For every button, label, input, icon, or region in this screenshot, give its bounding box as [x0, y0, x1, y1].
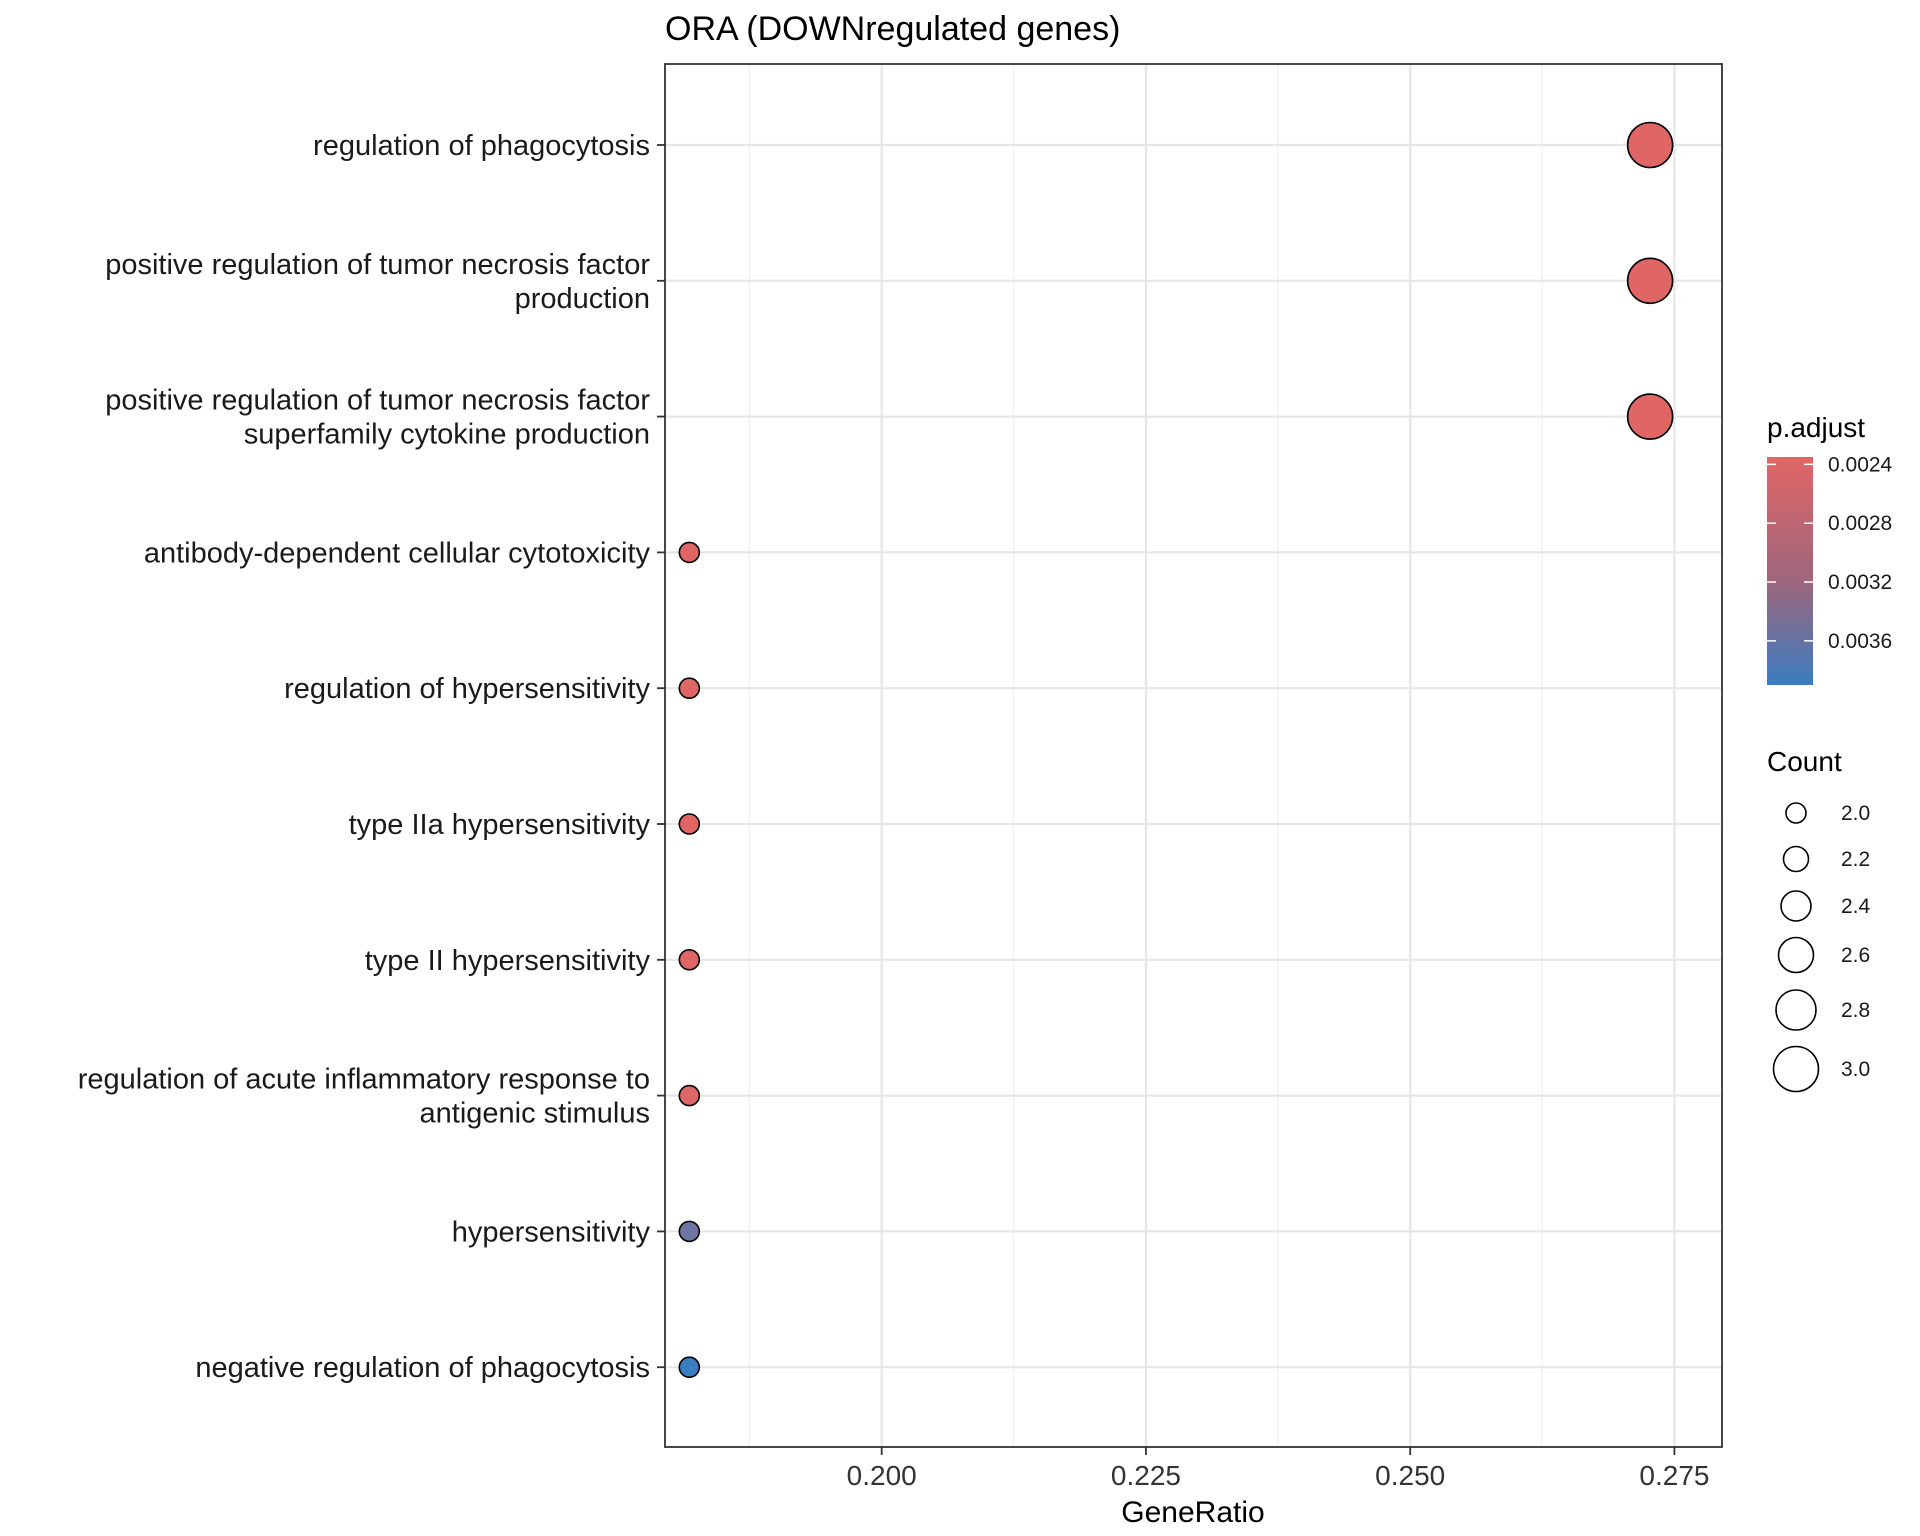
size-legend-circle — [1780, 890, 1812, 922]
data-point — [678, 813, 701, 835]
data-point — [678, 541, 701, 564]
size-legend-circle — [1785, 802, 1807, 824]
color-bar-label: 0.0024 — [1828, 453, 1893, 476]
size-legend-label: 2.0 — [1841, 802, 1870, 825]
size-legend-circle — [1772, 1045, 1820, 1093]
data-point — [1626, 257, 1674, 305]
color-bar — [1767, 457, 1813, 685]
y-tick-label: regulation of acute inflammatory respons… — [78, 1064, 650, 1096]
size-legend-circle — [1775, 989, 1817, 1031]
data-point — [678, 1084, 701, 1107]
data-point — [678, 1220, 701, 1243]
plot-panel — [665, 64, 1722, 1447]
y-tick-label: positive regulation of tumor necrosis fa… — [105, 249, 650, 281]
plot-border — [664, 63, 1723, 1448]
size-legend-circle — [1782, 845, 1810, 873]
size-legend-label: 2.8 — [1841, 999, 1870, 1022]
x-tick-label: 0.250 — [1375, 1460, 1445, 1491]
size-legend-label: 2.2 — [1841, 848, 1870, 871]
color-bar-label: 0.0036 — [1828, 630, 1892, 653]
y-tick-label: hypersensitivity — [452, 1216, 651, 1248]
y-tick-label: production — [515, 283, 650, 315]
chart-title: ORA (DOWNregulated genes) — [665, 10, 1120, 48]
data-point — [678, 677, 701, 700]
y-tick-label: negative regulation of phagocytosis — [195, 1352, 650, 1384]
size-legend-circle — [1777, 936, 1815, 974]
y-tick-label: type IIa hypersensitivity — [349, 809, 651, 841]
y-tick-label: regulation of hypersensitivity — [284, 673, 650, 705]
x-tick-label: 0.200 — [847, 1460, 917, 1491]
plot-area: regulation of phagocytosis positive regul… — [78, 63, 1723, 1491]
size-legend-label: 3.0 — [1841, 1058, 1870, 1081]
size-legend-label: 2.4 — [1841, 895, 1871, 918]
x-tick-label: 0.275 — [1639, 1460, 1709, 1491]
y-tick-label: regulation of phagocytosis — [313, 130, 650, 162]
data-point — [1626, 121, 1674, 169]
color-legend-title: p.adjust — [1767, 412, 1865, 443]
data-point — [678, 1356, 701, 1378]
data-point — [1626, 393, 1674, 440]
x-axis-title: GeneRatio — [1121, 1496, 1264, 1529]
legend: p.adjust 0.0024 0.0028 0.0032 0.0036 Count 2.0… — [1767, 412, 1893, 1093]
y-tick-label: positive regulation of tumor necrosis fa… — [105, 385, 650, 417]
y-tick-label: antibody-dependent cellular cytotoxicity — [144, 537, 651, 569]
y-tick-label: type II hypersensitivity — [365, 945, 651, 977]
data-point — [678, 948, 701, 971]
size-legend-title: Count — [1767, 746, 1842, 777]
y-tick-label: antigenic stimulus — [420, 1098, 651, 1130]
color-bar-label: 0.0032 — [1828, 571, 1892, 594]
color-bar-label: 0.0028 — [1828, 512, 1892, 535]
size-legend-label: 2.6 — [1841, 944, 1870, 967]
x-tick-label: 0.225 — [1111, 1460, 1181, 1491]
y-tick-label: superfamily cytokine production — [244, 419, 650, 451]
